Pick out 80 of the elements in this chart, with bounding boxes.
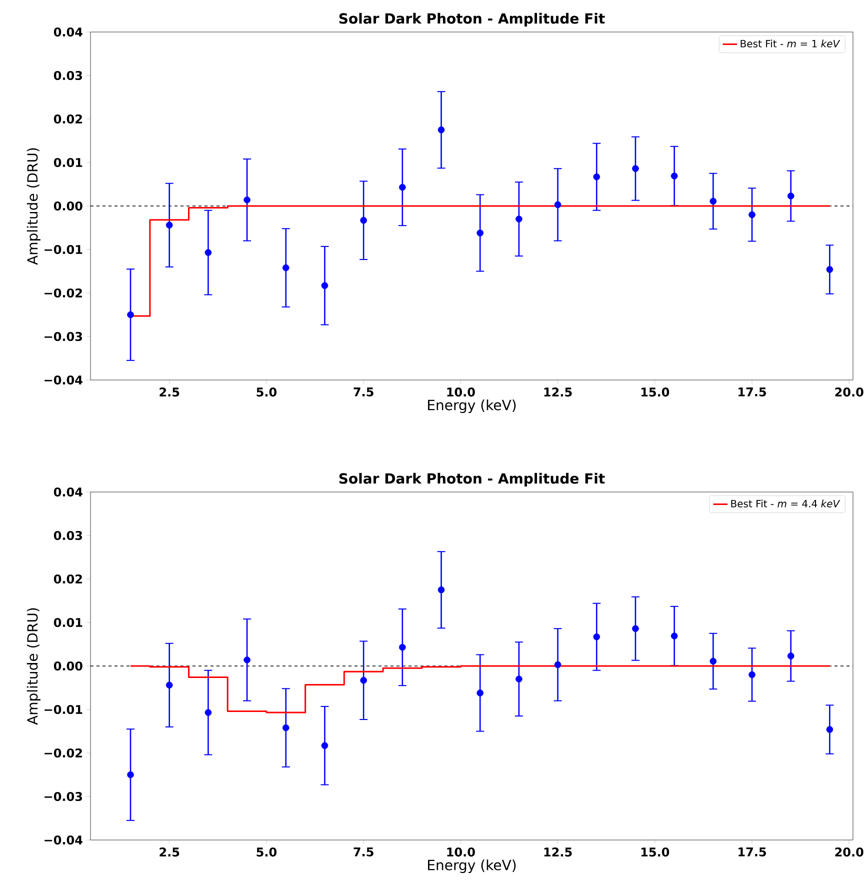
- point: [670, 632, 678, 640]
- y-axis-title: Amplitude (DRU): [26, 608, 40, 725]
- point: [787, 192, 794, 200]
- y-tick-label: 0.04: [54, 487, 82, 497]
- y-tick-label: −0.02: [44, 288, 82, 298]
- point: [670, 172, 678, 180]
- y-tick-label: 0.03: [54, 530, 82, 540]
- point: [554, 661, 562, 668]
- point: [360, 676, 367, 684]
- y-tick-label: −0.02: [44, 748, 82, 758]
- point: [826, 266, 833, 273]
- point: [438, 126, 445, 134]
- point: [126, 771, 134, 778]
- point: [515, 676, 522, 682]
- point: [710, 198, 716, 205]
- x-tick-label: 12.5: [544, 388, 572, 397]
- y-tick-label: −0.01: [44, 704, 82, 714]
- point: [244, 656, 250, 664]
- y-tick-label: −0.01: [44, 244, 82, 254]
- x-tick-label: 12.5: [544, 848, 572, 857]
- point: [632, 625, 639, 632]
- y-tick-label: 0.00: [54, 661, 82, 671]
- y-tick-label: 0.02: [54, 114, 82, 124]
- point: [554, 201, 562, 208]
- point: [244, 196, 250, 204]
- point: [438, 586, 445, 594]
- x-axis-title: Energy (keV): [428, 399, 516, 414]
- point: [126, 311, 134, 318]
- x-tick-label: 5.0: [256, 388, 276, 397]
- point: [748, 671, 756, 678]
- point: [398, 644, 406, 651]
- x-tick-label: 17.5: [738, 388, 766, 396]
- point: [710, 658, 716, 665]
- x-tick-label: 20.0: [835, 848, 864, 857]
- point: [632, 165, 639, 172]
- x-tick-label: 7.5: [354, 848, 374, 856]
- legend-label: Best Fit - m = 4.4 keV: [731, 500, 840, 508]
- point: [593, 173, 600, 180]
- point: [826, 726, 833, 733]
- point: [476, 230, 484, 236]
- y-tick-label: −0.03: [44, 332, 82, 342]
- y-tick-label: −0.04: [44, 375, 82, 385]
- x-tick-label: 10.0: [447, 388, 475, 397]
- x-tick-label: 2.5: [160, 848, 180, 857]
- point: [515, 216, 522, 222]
- point: [787, 652, 794, 660]
- y-tick-label: −0.03: [44, 792, 82, 802]
- y-tick-label: −0.04: [44, 835, 82, 845]
- point: [282, 264, 290, 272]
- x-tick-label: 20.0: [835, 388, 864, 397]
- y-tick-label: 0.03: [54, 70, 82, 80]
- x-tick-label: 7.5: [354, 388, 374, 396]
- x-tick-label: 15.0: [641, 388, 670, 397]
- point: [166, 222, 173, 229]
- x-tick-label: 5.0: [256, 848, 276, 857]
- point: [204, 249, 212, 256]
- point: [204, 709, 212, 716]
- y-tick-label: 0.01: [54, 158, 82, 168]
- legend-label: Best Fit - m = 1 keV: [740, 40, 840, 48]
- x-tick-label: 10.0: [447, 848, 475, 857]
- point: [398, 184, 406, 191]
- y-axis-title: Amplitude (DRU): [26, 148, 40, 265]
- point: [360, 216, 367, 224]
- point: [321, 742, 328, 749]
- point: [593, 633, 600, 640]
- x-tick-label: 17.5: [738, 848, 766, 856]
- point: [282, 724, 290, 732]
- chart-title: Solar Dark Photon - Amplitude Fit: [339, 12, 605, 26]
- chart-title: Solar Dark Photon - Amplitude Fit: [339, 472, 605, 486]
- y-tick-label: 0.04: [54, 27, 82, 37]
- y-tick-label: 0.02: [54, 574, 82, 584]
- point: [748, 211, 756, 218]
- y-tick-label: 0.01: [54, 618, 82, 628]
- y-tick-label: 0.00: [54, 201, 82, 211]
- x-tick-label: 2.5: [160, 388, 180, 397]
- x-tick-label: 15.0: [641, 848, 670, 857]
- point: [476, 690, 484, 696]
- x-axis-title: Energy (keV): [428, 859, 516, 874]
- point: [166, 682, 173, 689]
- point: [321, 282, 328, 289]
